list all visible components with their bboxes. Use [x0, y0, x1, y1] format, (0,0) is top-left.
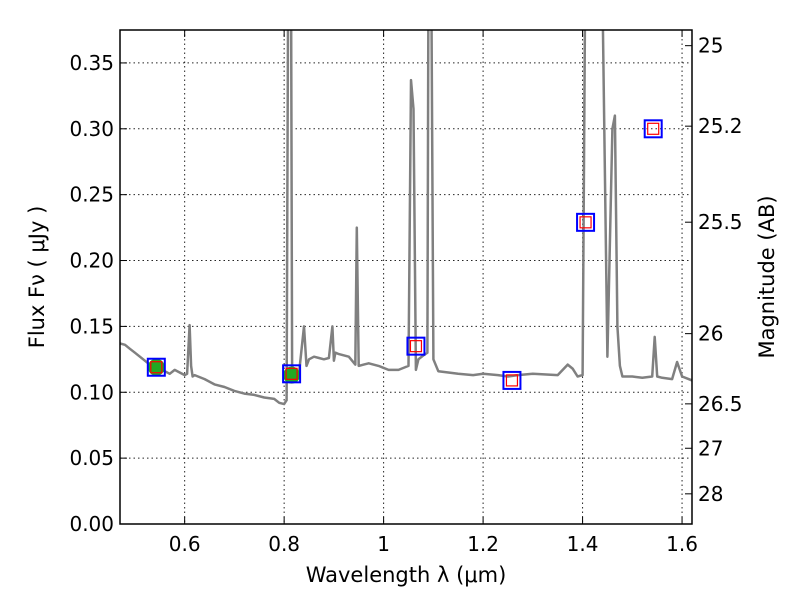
y-axis-title: Flux Fν ( μJy ): [25, 206, 49, 349]
x-tick-label: 1: [377, 532, 390, 556]
spectrum-line: [120, 30, 692, 406]
y2-tick-label: 25: [698, 34, 723, 58]
x-tick-label: 0.8: [268, 532, 300, 556]
y-tick-label: 0.15: [69, 314, 114, 338]
y-tick-label: 0.20: [69, 249, 114, 273]
x-tick-label: 0.6: [169, 532, 201, 556]
y-tick-label: 0.35: [69, 51, 114, 75]
y-tick-label: 0.05: [69, 446, 114, 470]
marker-layer: [146, 119, 663, 390]
y2-tick-label: 27: [698, 436, 723, 460]
x-tick-label: 1.6: [666, 532, 698, 556]
ticks: [120, 30, 692, 525]
model-box-inner: [579, 216, 592, 229]
y2-tick-label: 25.2: [698, 114, 743, 138]
y2-tick-label: 26: [698, 322, 723, 346]
y2-tick-label: 28: [698, 482, 723, 506]
model-box-inner: [150, 361, 163, 374]
model-box-outer: [406, 336, 426, 356]
model-box-outer: [502, 370, 522, 390]
model-box-outer: [576, 212, 596, 232]
spectrum-layer: [120, 30, 692, 406]
model-box-inner: [505, 374, 519, 387]
y2-tick-label: 25.5: [698, 210, 743, 234]
tick-labels: 0.6 0.8 1 1.2 1.4 1.6 0.00 0.05 0.10 0.15 0.20 0.25…: [69, 34, 742, 556]
model-box-outer: [146, 357, 166, 377]
model-box-outer: [282, 364, 302, 384]
model-box-inner: [647, 122, 660, 135]
y-tick-label: 0.00: [69, 512, 114, 536]
model-box-outer: [643, 119, 663, 139]
model-box-inner: [409, 340, 423, 353]
y2-tick-label: 26.5: [698, 392, 743, 416]
y2-axis-title: Magnitude (AB): [755, 195, 779, 358]
y-tick-label: 0.30: [69, 117, 114, 141]
model-box-inner: [285, 367, 298, 380]
x-axis-title: Wavelength λ (μm): [306, 563, 507, 587]
y-tick-label: 0.25: [69, 183, 114, 207]
x-tick-label: 1.4: [567, 532, 599, 556]
x-tick-label: 1.2: [467, 532, 499, 556]
plot-frame: [119, 29, 693, 525]
y-tick-label: 0.10: [69, 380, 114, 404]
